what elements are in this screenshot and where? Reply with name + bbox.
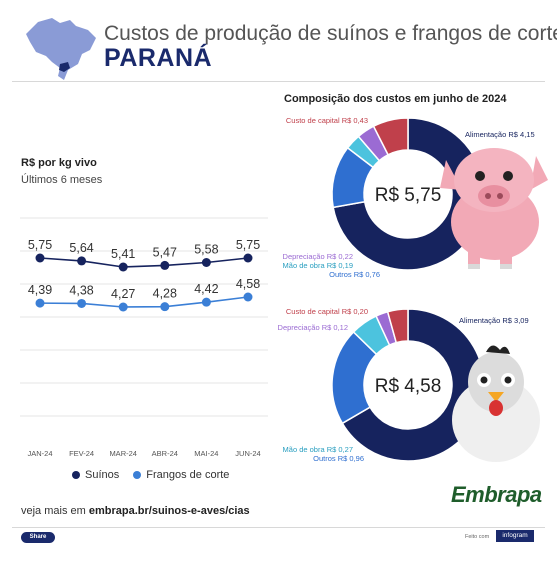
slice-label: Depreciação R$ 0,12 xyxy=(278,323,348,332)
line-chart-unit: R$ por kg vivo xyxy=(21,157,97,169)
divider xyxy=(12,81,545,82)
slice-label: Depreciação R$ 0,22 xyxy=(283,252,353,261)
line-legend: Suínos Frangos de corte xyxy=(72,469,243,481)
data-point xyxy=(77,298,87,308)
series-line-frangos xyxy=(39,296,249,308)
data-label: 4,58 xyxy=(236,277,260,291)
slice-label: Outros R$ 0,96 xyxy=(313,454,364,463)
data-point xyxy=(118,262,128,272)
infogram-badge[interactable]: infogram xyxy=(496,530,534,542)
data-label: 4,38 xyxy=(69,283,93,297)
data-point xyxy=(243,292,253,302)
data-point xyxy=(201,297,211,307)
data-label: 5,75 xyxy=(236,238,260,252)
legend-swatch-suinos xyxy=(72,471,80,479)
donut-center-label: R$ 5,75 xyxy=(375,185,442,206)
embrapa-logo: Embrapa xyxy=(451,482,542,507)
data-point xyxy=(243,253,253,263)
data-label: 5,75 xyxy=(28,238,52,252)
brazil-map-icon xyxy=(26,18,96,80)
divider-bottom xyxy=(12,527,545,528)
data-label: 4,27 xyxy=(111,287,135,301)
legend-swatch-frangos xyxy=(133,471,142,479)
legend-item-suinos: Suínos xyxy=(72,469,119,481)
data-label: 4,42 xyxy=(194,282,218,296)
data-point xyxy=(35,298,45,308)
line-chart-period: Últimos 6 meses xyxy=(21,174,103,186)
data-point xyxy=(77,256,87,266)
x-tick-label: MAR-24 xyxy=(109,449,137,458)
pie-slice xyxy=(372,117,409,156)
state-name: PARANÁ xyxy=(104,44,213,72)
slice-label: Custo de capital R$ 0,20 xyxy=(286,307,368,316)
x-tick-label: JAN-24 xyxy=(27,449,52,458)
footer-link[interactable]: veja mais em embrapa.br/suinos-e-aves/ci… xyxy=(21,505,250,517)
chicken-icon xyxy=(452,345,540,462)
donut-center-label: R$ 4,58 xyxy=(375,376,442,397)
data-point xyxy=(160,302,170,312)
slice-label: Outros R$ 0,76 xyxy=(329,270,380,279)
slice-label: Alimentação R$ 3,09 xyxy=(459,316,529,325)
legend-label-frangos: Frangos de corte xyxy=(146,469,230,481)
composition-title: Composição dos custos em junho de 2024 xyxy=(284,93,507,105)
legend-item-frangos: Frangos de corte xyxy=(133,469,229,481)
data-label: 5,41 xyxy=(111,247,135,261)
data-label: 5,64 xyxy=(69,241,93,255)
data-label: 4,39 xyxy=(28,283,52,297)
data-point xyxy=(160,260,170,270)
slice-label: Custo de capital R$ 0,43 xyxy=(286,116,368,125)
share-button[interactable]: Share xyxy=(21,532,55,543)
data-label: 4,28 xyxy=(153,287,177,301)
data-label: 5,58 xyxy=(194,243,218,257)
footer-link-url[interactable]: embrapa.br/suinos-e-aves/cias xyxy=(88,505,250,517)
x-tick-label: MAI-24 xyxy=(194,449,218,458)
pig-icon xyxy=(440,148,548,269)
data-point xyxy=(35,253,45,263)
data-point xyxy=(201,258,211,267)
slice-label: Mão de obra R$ 0,27 xyxy=(283,445,353,454)
slice-label: Alimentação R$ 4,15 xyxy=(465,130,535,139)
x-tick-label: ABR-24 xyxy=(152,449,178,458)
x-tick-label: FEV-24 xyxy=(69,449,94,458)
made-with-text: Feito com xyxy=(465,534,490,540)
footer-link-prefix: veja mais em xyxy=(21,505,86,517)
data-label: 5,47 xyxy=(153,245,177,259)
series-line-suinos xyxy=(39,257,249,268)
page-title: Custos de produção de suínos e frangos d… xyxy=(104,22,557,45)
slice-label: Mão de obra R$ 0,19 xyxy=(283,261,353,270)
pie-slice xyxy=(386,308,409,344)
x-tick-label: JUN-24 xyxy=(235,449,260,458)
data-point xyxy=(118,302,128,312)
legend-label-suinos: Suínos xyxy=(85,469,120,481)
